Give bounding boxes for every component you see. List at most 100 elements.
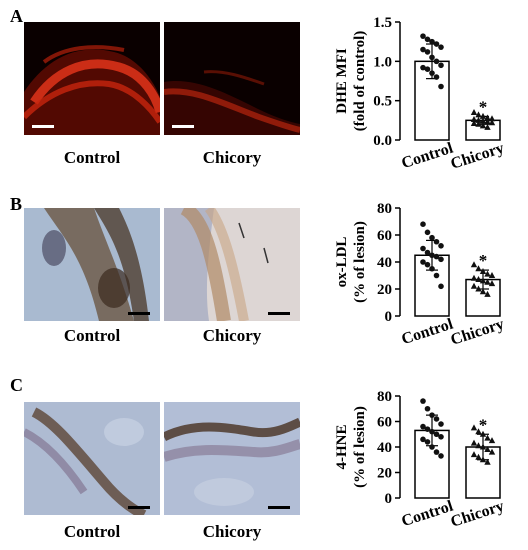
data-point — [475, 453, 482, 460]
y-tick-label: 0.0 — [373, 133, 392, 149]
data-point — [475, 428, 482, 435]
y-tick-label: 0 — [385, 491, 393, 507]
data-point — [475, 285, 482, 292]
y-tick-label: 80 — [377, 389, 392, 405]
y-tick-label: 20 — [377, 282, 392, 298]
data-point — [488, 437, 496, 444]
data-point — [484, 434, 491, 441]
x-tick-label: Control — [400, 139, 456, 172]
data-point — [429, 54, 435, 61]
data-point — [479, 117, 487, 124]
micrograph-b-chicory — [164, 208, 300, 321]
data-point — [475, 442, 482, 449]
y-tick-label: 80 — [377, 201, 392, 217]
y-axis-label: (fold of control) — [352, 31, 368, 132]
data-point — [484, 290, 491, 297]
data-point — [420, 436, 426, 443]
data-point — [475, 116, 482, 123]
data-point — [484, 278, 491, 285]
data-point — [429, 412, 435, 418]
data-point — [475, 120, 482, 127]
chart-ox-ldl: ox-LDL (% of lesion) 0 20 40 60 80 Control * Chic… — [334, 201, 507, 349]
data-point — [488, 115, 496, 122]
panel-letter-b: B — [10, 194, 23, 214]
y-axis-label: (% of lesion) — [352, 221, 368, 303]
chart-4-hne: 4-HNE (% of lesion) 0 20 40 60 80 Control * Chico… — [334, 389, 507, 531]
y-tick-label: 40 — [377, 255, 392, 271]
data-point — [479, 456, 487, 463]
significance-marker: * — [479, 97, 488, 116]
data-point — [433, 431, 440, 438]
data-point — [433, 41, 440, 47]
data-point — [470, 108, 478, 115]
data-point — [438, 283, 444, 290]
data-point — [438, 421, 444, 427]
y-tick-label: 60 — [377, 228, 392, 244]
caption-a-control: Control — [63, 148, 121, 167]
x-tick-label: Chicory — [449, 316, 507, 349]
data-point — [438, 256, 444, 263]
y-axis-label: 4-HNE — [334, 425, 350, 470]
y-axis-label: (% of lesion) — [352, 406, 368, 488]
data-point — [438, 62, 444, 69]
data-point — [420, 33, 426, 39]
data-point — [470, 119, 478, 126]
data-point — [438, 453, 444, 459]
data-point — [438, 243, 444, 249]
data-point — [424, 229, 431, 236]
data-point — [424, 66, 431, 72]
data-point — [420, 398, 426, 404]
y-axis-label: ox-LDL — [334, 237, 350, 288]
micrograph-c-control — [24, 402, 160, 515]
caption-a-chicory: Chicory — [202, 148, 262, 167]
data-point — [424, 49, 431, 55]
caption-c-chicory: Chicory — [202, 522, 262, 541]
data-point — [429, 444, 435, 450]
data-point — [433, 449, 440, 455]
chart-dhe-mfi: DHE MFI (fold of control) 0.0 0.5 1.0 1.5 Cont… — [334, 15, 507, 173]
data-point — [484, 118, 491, 125]
data-point — [429, 428, 435, 435]
data-point — [429, 265, 435, 272]
data-point — [484, 270, 491, 277]
data-point — [488, 119, 496, 126]
panel-letter-c: C — [10, 375, 23, 395]
micrograph-b-control — [24, 208, 160, 321]
data-point — [479, 443, 487, 450]
y-tick-label: 20 — [377, 466, 392, 482]
data-point — [433, 253, 440, 260]
data-point — [484, 114, 491, 121]
data-point — [429, 234, 435, 241]
data-point — [484, 123, 491, 130]
data-point — [438, 434, 444, 440]
data-point — [470, 282, 478, 289]
data-point — [479, 277, 487, 284]
caption-c-control: Control — [63, 522, 121, 541]
data-point — [438, 83, 444, 90]
x-tick-label: Chicory — [449, 498, 507, 531]
data-point — [420, 259, 426, 265]
y-tick-label: 40 — [377, 440, 392, 456]
data-point — [479, 122, 487, 129]
data-point — [433, 272, 440, 279]
data-point — [424, 36, 431, 43]
panel-letter-a: A — [10, 6, 23, 26]
data-point — [429, 252, 435, 259]
data-point — [424, 439, 431, 445]
data-point — [479, 288, 487, 295]
data-point — [420, 46, 426, 53]
data-point — [424, 261, 431, 268]
data-point — [429, 70, 435, 76]
data-point — [488, 280, 496, 287]
data-point — [475, 265, 482, 272]
data-point — [424, 249, 431, 256]
data-point — [470, 424, 478, 431]
data-point — [424, 426, 431, 432]
caption-b-control: Control — [63, 326, 121, 345]
data-point — [424, 405, 431, 412]
x-tick-label: Chicory — [449, 140, 507, 173]
y-tick-label: 1.5 — [373, 15, 392, 31]
data-point — [470, 261, 478, 268]
data-point — [484, 446, 491, 453]
data-point — [438, 44, 444, 50]
